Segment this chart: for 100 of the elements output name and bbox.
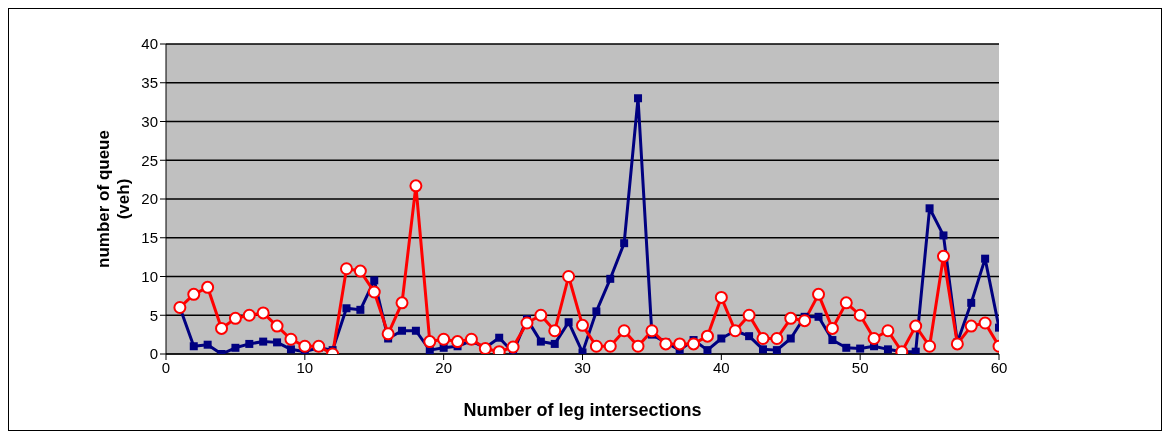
point [867, 332, 881, 345]
point [342, 304, 351, 313]
point [548, 324, 562, 338]
y-tick-label: 35 [141, 74, 158, 92]
y-tick-label: 5 [149, 306, 158, 324]
point [620, 239, 629, 248]
y-tick-label: 20 [141, 190, 158, 208]
y-tick-label: 10 [141, 267, 158, 285]
point [242, 308, 256, 322]
point [245, 339, 254, 348]
point [409, 179, 423, 193]
point [853, 308, 867, 322]
point [603, 339, 617, 353]
point [464, 332, 478, 346]
point [950, 337, 964, 351]
point [909, 319, 923, 333]
point [353, 264, 367, 278]
point [411, 326, 420, 335]
point [925, 204, 934, 213]
point [370, 276, 379, 285]
point [772, 346, 781, 354]
point [495, 333, 504, 342]
point [520, 316, 534, 330]
point [550, 339, 559, 348]
point [856, 344, 865, 353]
point [270, 319, 284, 333]
point [758, 345, 767, 354]
point [215, 321, 229, 335]
point [284, 332, 298, 346]
point [634, 94, 643, 103]
y-tick-label: 0 [149, 345, 158, 363]
point [714, 290, 728, 304]
y-axis-title: number of queue (veh) [94, 130, 133, 268]
point [562, 270, 576, 283]
point [381, 327, 395, 341]
x-tick-label: 40 [712, 358, 730, 376]
point [423, 335, 437, 349]
x-tick-label: 60 [990, 358, 1008, 376]
point [756, 332, 770, 345]
point [228, 311, 242, 325]
point [189, 342, 198, 351]
point [770, 332, 784, 345]
point [395, 296, 409, 310]
point [967, 298, 976, 307]
point [201, 280, 215, 294]
point [659, 337, 673, 351]
point [883, 345, 892, 354]
y-tick-label: 40 [141, 35, 158, 53]
point [673, 337, 687, 351]
point [231, 343, 240, 352]
point [203, 340, 212, 349]
point [259, 337, 268, 346]
point [645, 324, 659, 338]
point [536, 337, 545, 346]
point [356, 305, 365, 314]
point [936, 249, 950, 263]
point [911, 347, 920, 354]
point [923, 339, 937, 353]
point [798, 314, 812, 328]
point [631, 339, 645, 353]
point [437, 332, 451, 346]
point [745, 332, 754, 341]
x-axis-title: Number of leg intersections [463, 400, 702, 420]
y-tick-label: 30 [141, 112, 158, 130]
point [589, 339, 603, 353]
point [964, 319, 978, 333]
point [786, 334, 795, 343]
point [742, 308, 756, 322]
point [606, 274, 615, 283]
point [312, 339, 326, 353]
y-tick-label: 25 [141, 151, 158, 169]
point [839, 296, 853, 310]
x-tick-label: 30 [574, 358, 591, 376]
point [881, 324, 895, 338]
point [617, 324, 631, 338]
point [256, 306, 270, 320]
point [451, 335, 465, 349]
point [828, 336, 837, 345]
point [367, 285, 381, 299]
x-tick-label: 0 [161, 358, 171, 376]
point [506, 340, 520, 354]
x-tick-label: 10 [296, 358, 314, 376]
point [187, 287, 201, 301]
x-tick-label: 20 [435, 358, 453, 376]
point [717, 334, 726, 343]
point [592, 307, 601, 316]
point [286, 345, 295, 354]
y-tick-label: 15 [141, 229, 158, 247]
point [564, 318, 573, 327]
point [825, 321, 839, 335]
point [534, 308, 548, 322]
point [784, 311, 798, 325]
point [814, 312, 823, 321]
point [339, 262, 353, 276]
point [978, 316, 992, 330]
point [700, 329, 714, 343]
point [703, 346, 712, 354]
x-tick-label: 50 [851, 358, 869, 376]
point [398, 326, 407, 335]
point [812, 287, 826, 301]
